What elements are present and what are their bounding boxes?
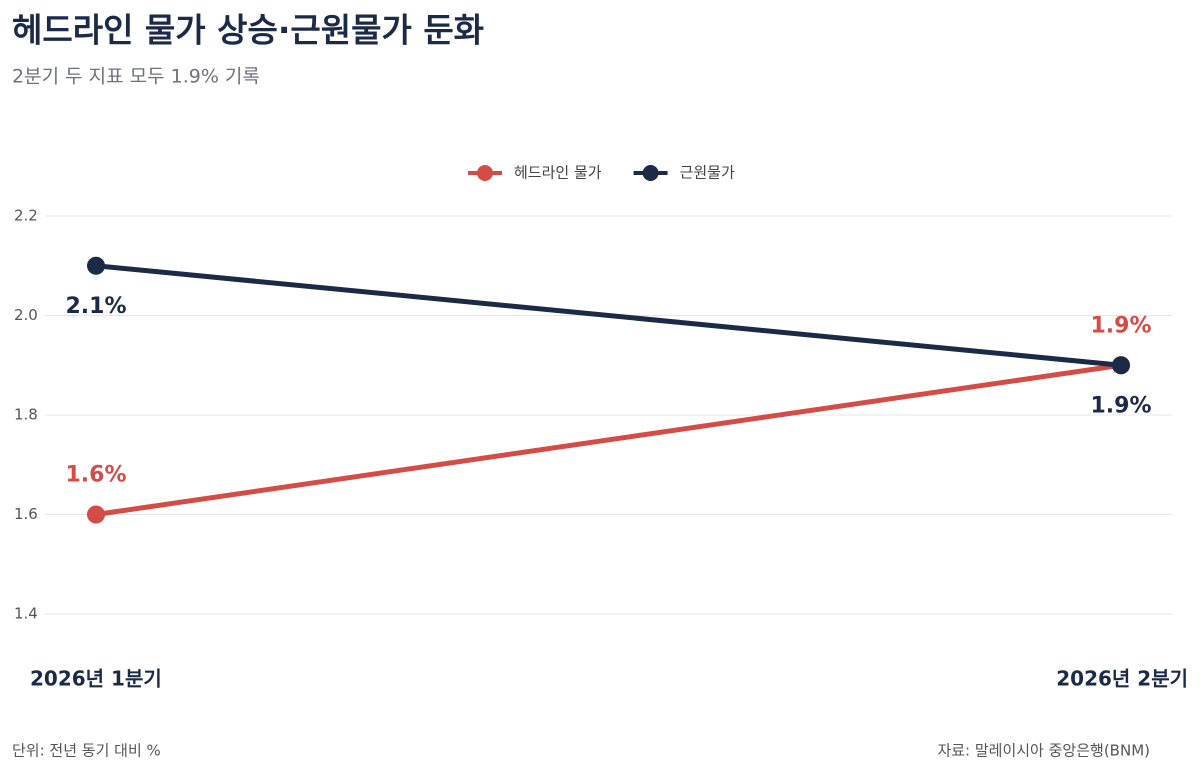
series-line: [95, 263, 1122, 368]
data-label: 2.1%: [65, 294, 126, 319]
data-label: 1.6%: [65, 463, 126, 488]
unit-note: 단위: 전년 동기 대비 %: [12, 742, 161, 760]
y-tick-label: 2.2: [14, 207, 38, 225]
chart-subtitle: 2분기 두 지표 모두 1.9% 기록: [12, 66, 260, 88]
series-line: [95, 362, 1122, 517]
chart-title: 헤드라인 물가 상승·근원물가 둔화: [12, 11, 484, 50]
y-tick-label: 2.0: [14, 306, 38, 324]
y-tick-label: 1.6: [14, 505, 38, 523]
legend-marker: [477, 165, 493, 181]
x-tick-label: 2026년 2분기: [1056, 667, 1188, 691]
legend-label: 헤드라인 물가: [514, 164, 602, 182]
x-tick-label: 2026년 1분기: [30, 667, 162, 691]
source: 자료: 말레이시아 중앙은행(BNM): [937, 742, 1150, 760]
data-point: [87, 505, 105, 524]
y-tick-label: 1.4: [14, 605, 38, 623]
data-label: 1.9%: [1090, 313, 1151, 338]
data-label: 1.9%: [1090, 393, 1151, 418]
legend-marker: [642, 165, 659, 181]
legend-label: 근원물가: [680, 164, 735, 182]
data-point: [1112, 356, 1130, 375]
y-tick-label: 1.8: [14, 406, 38, 424]
data-point: [87, 256, 105, 275]
